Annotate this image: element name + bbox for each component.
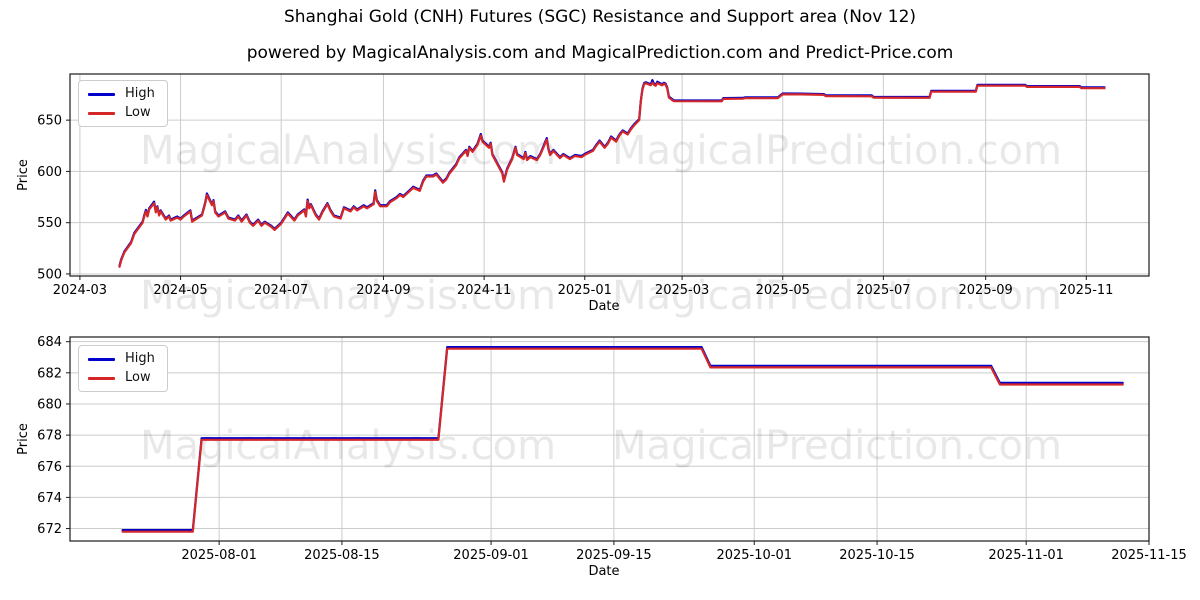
- figure-title: Shanghai Gold (CNH) Futures (SGC) Resist…: [283, 7, 917, 27]
- svg-text:2024-07: 2024-07: [254, 283, 308, 298]
- svg-text:2025-03: 2025-03: [655, 283, 709, 298]
- y-axis-label-top: Price: [16, 159, 31, 191]
- svg-text:2024-11: 2024-11: [457, 283, 511, 298]
- svg-text:2025-10-15: 2025-10-15: [839, 548, 915, 563]
- svg-text:550: 550: [37, 216, 62, 231]
- svg-text:2025-11: 2025-11: [1059, 283, 1113, 298]
- svg-text:MagicalAnalysis.com: MagicalAnalysis.com: [140, 273, 556, 319]
- svg-text:MagicalAnalysis.com: MagicalAnalysis.com: [140, 128, 556, 174]
- y-axis-label-bottom: Price: [16, 423, 31, 455]
- svg-text:676: 676: [37, 460, 62, 475]
- legend-entry-low: Low: [88, 106, 155, 120]
- svg-text:2025-11-01: 2025-11-01: [988, 548, 1064, 563]
- svg-text:2025-07: 2025-07: [856, 283, 910, 298]
- svg-text:650: 650: [37, 114, 62, 129]
- x-axis-label-top: Date: [588, 299, 620, 314]
- legend-top-chart: High Low: [78, 80, 168, 127]
- svg-text:672: 672: [37, 522, 62, 537]
- svg-text:2025-08-01: 2025-08-01: [181, 548, 257, 563]
- svg-text:MagicalAnalysis.com: MagicalAnalysis.com: [140, 423, 556, 469]
- svg-text:2025-01: 2025-01: [558, 283, 612, 298]
- svg-text:2025-10-01: 2025-10-01: [716, 548, 792, 563]
- high-line-swatch: [88, 357, 115, 361]
- svg-text:600: 600: [37, 165, 62, 180]
- svg-text:2024-05: 2024-05: [153, 283, 207, 298]
- svg-text:2025-09: 2025-09: [959, 283, 1013, 298]
- svg-text:MagicalPrediction.com: MagicalPrediction.com: [612, 128, 1062, 174]
- svg-text:684: 684: [37, 335, 62, 350]
- legend-label-high: High: [125, 86, 155, 101]
- high-line-swatch: [88, 92, 115, 96]
- legend-label-low: Low: [125, 105, 151, 120]
- svg-text:2024-03: 2024-03: [53, 283, 107, 298]
- svg-text:2025-05: 2025-05: [756, 283, 810, 298]
- svg-text:674: 674: [37, 491, 62, 506]
- figure-subtitle: powered by MagicalAnalysis.com and Magic…: [246, 43, 954, 63]
- svg-text:MagicalPrediction.com: MagicalPrediction.com: [612, 273, 1062, 319]
- low-line-swatch: [88, 111, 115, 115]
- x-axis-label-bottom: Date: [588, 564, 620, 579]
- low-line-swatch: [88, 376, 115, 380]
- svg-text:678: 678: [37, 429, 62, 444]
- svg-text:2025-09-15: 2025-09-15: [576, 548, 652, 563]
- legend-bottom-chart: High Low: [78, 345, 168, 392]
- svg-text:680: 680: [37, 397, 62, 412]
- svg-text:2025-11-15: 2025-11-15: [1111, 548, 1187, 563]
- svg-text:2025-08-15: 2025-08-15: [304, 548, 380, 563]
- svg-text:2024-09: 2024-09: [356, 283, 410, 298]
- legend-label-low: Low: [125, 370, 151, 385]
- svg-text:682: 682: [37, 366, 62, 381]
- legend-entry-low: Low: [88, 371, 155, 385]
- svg-text:2025-09-01: 2025-09-01: [453, 548, 529, 563]
- legend-label-high: High: [125, 351, 155, 366]
- svg-text:500: 500: [37, 267, 62, 282]
- svg-text:MagicalPrediction.com: MagicalPrediction.com: [612, 423, 1062, 469]
- legend-entry-high: High: [88, 352, 155, 366]
- legend-entry-high: High: [88, 87, 155, 101]
